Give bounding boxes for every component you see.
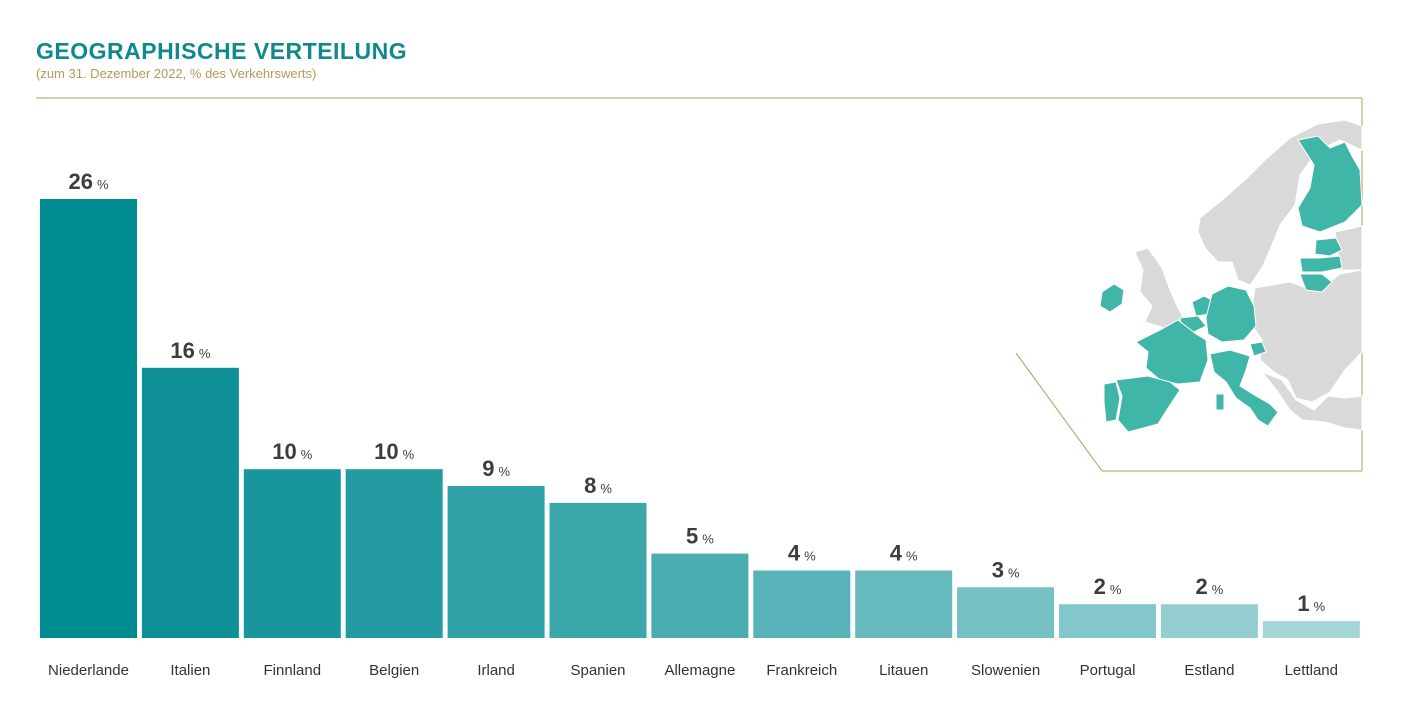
bar-estland xyxy=(1160,604,1258,638)
category-label-allemagne: Allemagne xyxy=(664,662,735,679)
bar-lettland xyxy=(1262,621,1360,638)
balkan-shape xyxy=(1260,370,1363,431)
category-label-belgien: Belgien xyxy=(369,662,419,679)
bar-belgien xyxy=(345,469,443,638)
value-label-finnland: 10% xyxy=(272,439,312,464)
value-labels-group: 26 % 16 % 10% 10 % 9 % 8 % 5 % 4% 4 % 3 % 2% 2 % 1% xyxy=(68,169,1325,616)
europe-map-icon xyxy=(1099,119,1363,433)
category-label-spanien: Spanien xyxy=(570,662,625,679)
category-label-finnland: Finnland xyxy=(264,662,322,679)
bar-litauen xyxy=(855,570,953,638)
value-label-italien: 16% xyxy=(170,338,210,363)
value-label-belgien: 10% xyxy=(374,439,414,464)
map-latvia-shape xyxy=(1299,255,1343,273)
bar-slowenien xyxy=(957,587,1055,638)
map-estonia-shape xyxy=(1314,237,1343,257)
map-germany-shape xyxy=(1205,285,1257,343)
category-label-slowenien: Slowenien xyxy=(971,662,1040,679)
value-label-portugal: 2% xyxy=(1094,574,1122,599)
map-slovenia-shape xyxy=(1249,341,1267,357)
category-label-litauen: Litauen xyxy=(879,662,928,679)
great-britain-shape xyxy=(1134,247,1186,329)
bar-portugal xyxy=(1059,604,1156,638)
map-spain-shape xyxy=(1115,375,1181,433)
map-ireland-shape xyxy=(1099,283,1125,313)
category-label-estland: Estland xyxy=(1184,662,1234,679)
category-label-irland: Irland xyxy=(477,662,515,679)
value-label-allemagne: 5% xyxy=(686,524,714,549)
bar-italien xyxy=(141,367,239,638)
value-label-litauen: 4% xyxy=(890,541,918,566)
map-portugal-shape xyxy=(1103,381,1121,423)
map-finland-shape xyxy=(1297,135,1363,233)
frame-diagonal-line xyxy=(1015,352,1103,472)
chart-subtitle: (zum 31. Dezember 2022, % des Verkehrswe… xyxy=(36,66,317,81)
bars-group xyxy=(40,199,1360,638)
map-lithuania-shape xyxy=(1299,273,1333,293)
category-label-italien: Italien xyxy=(170,662,210,679)
scandinavia-shape xyxy=(1197,119,1363,286)
value-label-spanien: 8% xyxy=(584,473,612,498)
value-label-frankreich: 4% xyxy=(788,541,816,566)
bar-irland xyxy=(447,486,545,638)
bar-allemagne xyxy=(651,553,749,638)
bar-frankreich xyxy=(753,570,851,638)
chart-title: GEOGRAPHISCHE VERTEILUNG xyxy=(36,38,408,64)
map-sardinia-shape xyxy=(1215,393,1225,411)
category-label-niederlande: Niederlande xyxy=(48,662,129,679)
map-france-shape xyxy=(1135,319,1209,385)
value-label-irland: 9% xyxy=(482,456,510,481)
map-italy-shape xyxy=(1209,349,1279,427)
bar-spanien xyxy=(549,502,647,638)
value-label-lettland: 1% xyxy=(1297,591,1325,616)
category-label-portugal: Portugal xyxy=(1080,662,1136,679)
bar-finnland xyxy=(243,469,341,638)
value-label-niederlande: 26% xyxy=(68,169,108,194)
value-label-estland: 2% xyxy=(1195,574,1223,599)
category-label-frankreich: Frankreich xyxy=(766,662,837,679)
category-label-lettland: Lettland xyxy=(1285,662,1338,679)
value-label-slowenien: 3% xyxy=(992,557,1020,582)
category-labels-group: Niederlande Italien Finnland Belgien Irland S… xyxy=(48,662,1338,679)
bar-niederlande xyxy=(40,199,137,638)
